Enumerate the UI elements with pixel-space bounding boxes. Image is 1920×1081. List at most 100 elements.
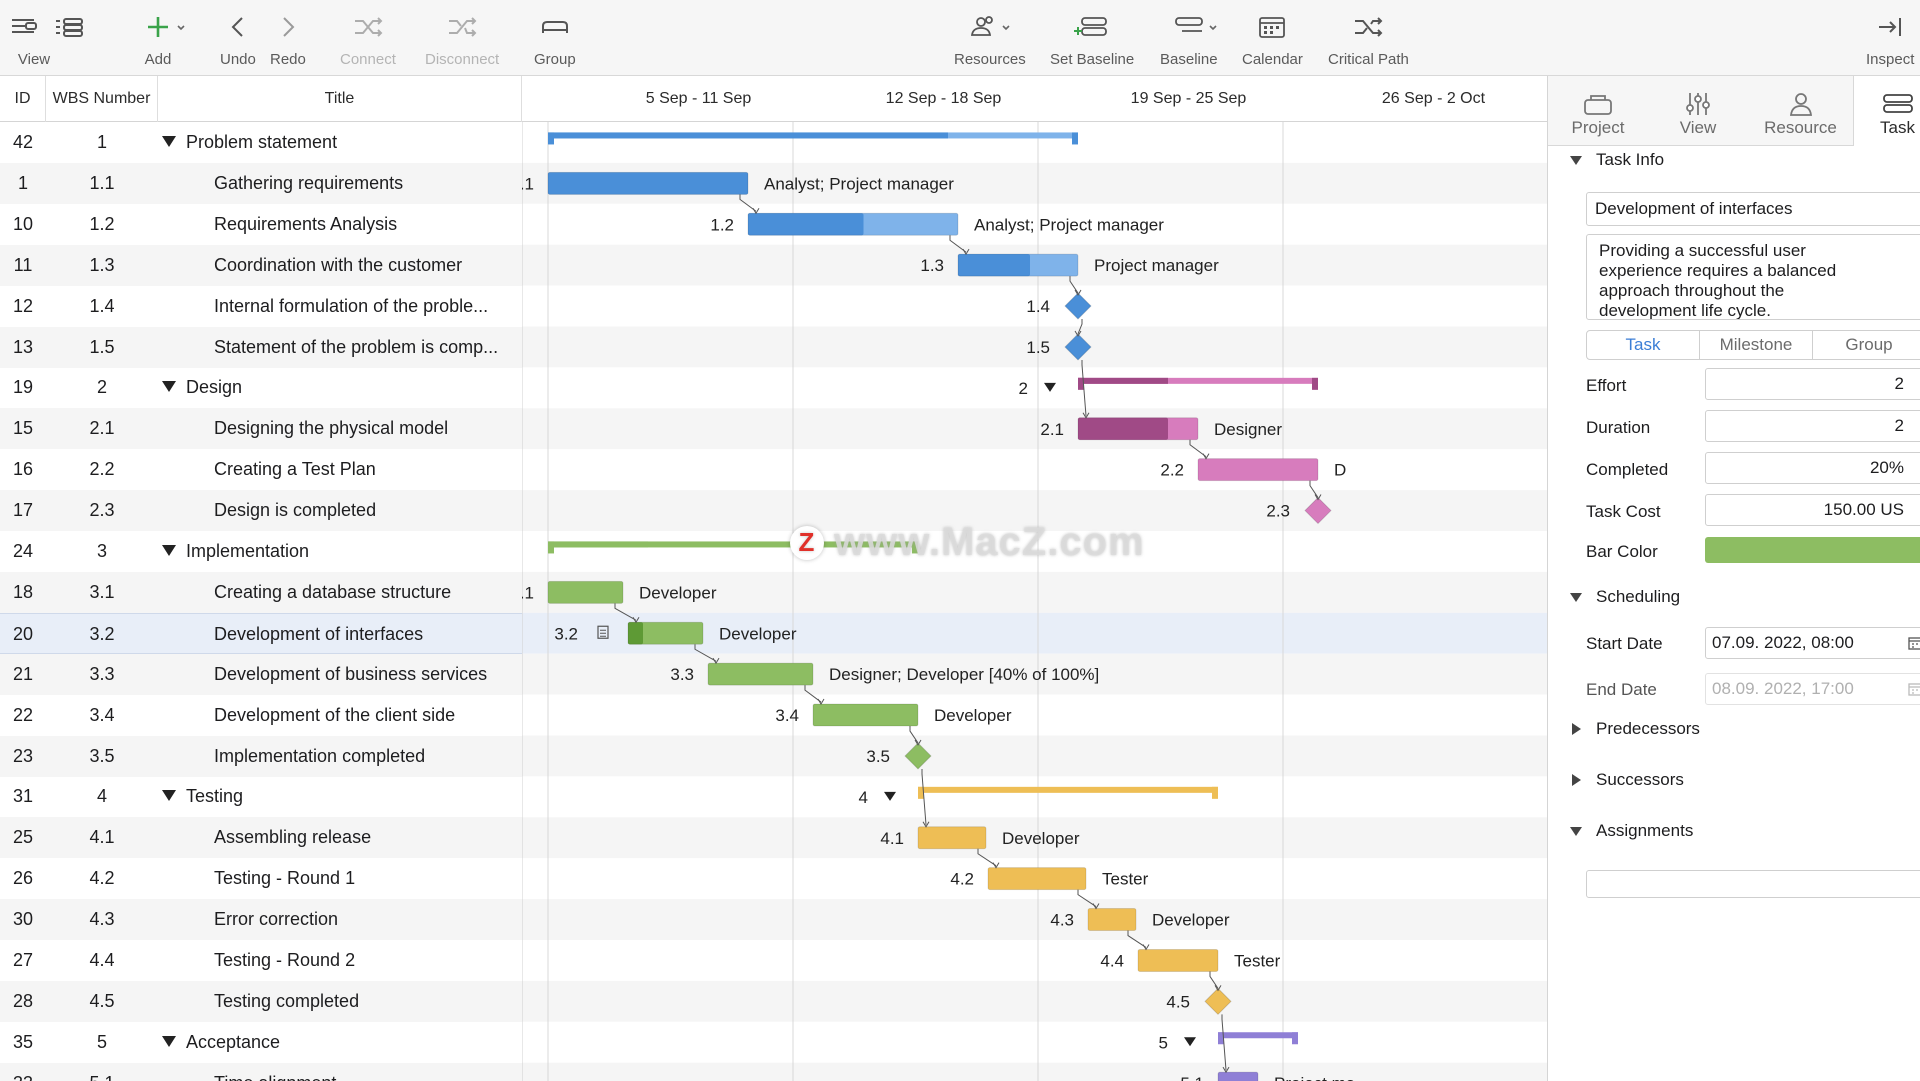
milestone-diamond[interactable]	[1064, 292, 1092, 320]
table-row[interactable]: 16 2.2 Creating a Test Plan	[0, 449, 522, 490]
segment-group[interactable]: Group	[1845, 335, 1893, 354]
collapse-triangle-icon[interactable]	[884, 791, 896, 801]
successors-section[interactable]: Successors	[1570, 770, 1684, 790]
effort-field[interactable]: 2	[1705, 368, 1920, 400]
start-date-field[interactable]: 07.09. 2022, 08:00	[1705, 627, 1920, 659]
table-row[interactable]: 10 1.2 Requirements Analysis	[0, 204, 522, 245]
baseline-button[interactable]: Baseline	[1160, 8, 1234, 68]
inspect-button[interactable]: Inspect	[1866, 8, 1914, 68]
task-bar[interactable]	[813, 704, 918, 727]
assignments-section[interactable]: Assignments	[1570, 821, 1693, 841]
column-header-id[interactable]: ID	[0, 76, 46, 122]
note-icon-lines	[600, 629, 606, 637]
disclosure-triangle-icon[interactable]	[162, 1035, 176, 1047]
calendar-icon[interactable]	[1908, 682, 1920, 696]
table-row[interactable]: 18 3.1 Creating a database structure	[0, 571, 522, 613]
column-header-title[interactable]: Title	[158, 76, 522, 122]
set-baseline-button[interactable]: Set Baseline	[1050, 8, 1134, 68]
table-row[interactable]: 28 4.5 Testing completed	[0, 980, 522, 1022]
scheduling-section[interactable]: Scheduling	[1570, 587, 1680, 607]
table-row[interactable]: 13 1.5 Statement of the problem is comp...	[0, 326, 522, 368]
collapse-triangle-icon[interactable]	[1184, 1037, 1196, 1047]
duration-field[interactable]: 2	[1705, 410, 1920, 442]
calendar-icon[interactable]	[1908, 636, 1920, 650]
week-label: 5 Sep - 11 Sep	[645, 90, 752, 107]
segment-task[interactable]: Task	[1587, 331, 1700, 359]
gantt-canvas[interactable]: 1.1 Analyst; Project manager 1.2 Analyst; P…	[522, 122, 1547, 1081]
task-bar[interactable]	[1138, 949, 1218, 972]
critical-path-button[interactable]: Critical Path	[1328, 8, 1409, 68]
task-notes-field[interactable]: Providing a successful user experience r…	[1586, 234, 1920, 320]
table-row[interactable]: 23 3.5 Implementation completed	[0, 735, 522, 777]
redo-button[interactable]: Redo	[270, 8, 306, 68]
task-bar[interactable]	[548, 581, 623, 604]
note-icon[interactable]	[597, 625, 609, 639]
task-bar[interactable]	[1198, 458, 1318, 481]
milestone-diamond[interactable]	[904, 742, 932, 770]
table-row[interactable]: 30 4.3 Error correction	[0, 899, 522, 941]
table-row[interactable]: 335.1 Time alignment	[0, 1062, 522, 1081]
summary-label: 5	[1159, 1033, 1168, 1052]
disconnect-button[interactable]: Disconnect	[425, 8, 499, 68]
cell-id: 15	[12, 418, 34, 439]
group-row[interactable]: 24 3 Implementation	[0, 531, 522, 572]
summary-bar[interactable]	[548, 541, 918, 548]
gantt-chart[interactable]: 1.1 Analyst; Project manager 1.2 Analyst; P…	[522, 122, 1547, 1081]
milestone-diamond[interactable]	[1064, 333, 1092, 361]
table-row[interactable]: 27 4.4 Testing - Round 2	[0, 940, 522, 981]
segment-milestone[interactable]: Milestone	[1700, 331, 1813, 359]
group-row[interactable]: 19 2 Design	[0, 367, 522, 408]
end-date-field[interactable]: 08.09. 2022, 17:00	[1705, 673, 1920, 705]
view-button[interactable]: View	[8, 8, 88, 68]
table-row[interactable]: 12 1.4 Internal formulation of the proble.…	[0, 286, 522, 327]
predecessors-section[interactable]: Predecessors	[1570, 719, 1700, 739]
table-row[interactable]: 22 3.4 Development of the client side	[0, 695, 522, 736]
disclosure-triangle-icon[interactable]	[162, 790, 176, 802]
milestone-diamond[interactable]	[1204, 987, 1232, 1016]
dependency-link	[694, 644, 717, 662]
task-bar[interactable]	[918, 826, 986, 849]
task-cost-field[interactable]: 150.00 US	[1705, 494, 1920, 526]
table-row[interactable]: 11 1.3 Coordination with the customer	[0, 244, 522, 286]
milestone-diamond[interactable]	[1304, 496, 1332, 525]
collapse-triangle-icon[interactable]	[1044, 382, 1056, 392]
task-bar-outline	[1137, 948, 1219, 972]
add-button[interactable]: Add	[142, 8, 186, 68]
summary-bar[interactable]	[918, 786, 1218, 793]
disclosure-triangle-icon[interactable]	[162, 136, 176, 147]
group-row[interactable]: 42 1 Problem statement	[0, 122, 522, 163]
tab-resource[interactable]: Resource	[1748, 76, 1853, 146]
task-name-field[interactable]: Development of interfaces	[1586, 192, 1920, 226]
table-row[interactable]: 17 2.3 Design is completed	[0, 490, 522, 532]
assignments-field[interactable]	[1586, 870, 1920, 898]
table-row[interactable]: 21 3.3 Development of business services	[0, 653, 522, 695]
group-row[interactable]: 31 4 Testing	[0, 776, 522, 817]
table-row[interactable]: 20 3.2 Development of interfaces	[0, 612, 522, 654]
task-bar[interactable]	[988, 867, 1086, 890]
task-bar[interactable]	[1088, 908, 1136, 931]
tab-task[interactable]: Task	[1853, 76, 1920, 146]
group-button[interactable]: Group	[534, 8, 576, 68]
disclosure-triangle-icon[interactable]	[162, 381, 176, 393]
summary-bar[interactable]	[1218, 1032, 1298, 1039]
column-header-wbs[interactable]: WBS Number	[46, 76, 158, 122]
completed-field[interactable]: 20%	[1705, 452, 1920, 484]
table-row[interactable]: 15 2.1 Designing the physical model	[0, 408, 522, 450]
task-info-section[interactable]: Task Info	[1570, 150, 1664, 170]
table-row[interactable]: 25 4.1 Assembling release	[0, 817, 522, 859]
disclosure-triangle-icon[interactable]	[162, 545, 176, 556]
undo-button[interactable]: Undo	[220, 8, 256, 68]
resources-button[interactable]: Resources	[954, 8, 1026, 68]
table-row[interactable]: 1 1.1 Gathering requirements	[0, 162, 522, 204]
task-bar[interactable]	[1218, 1072, 1258, 1081]
task-bar[interactable]	[628, 622, 703, 645]
summary-bar[interactable]	[1078, 377, 1318, 384]
group-row[interactable]: 35 5 Acceptance	[0, 1022, 522, 1063]
task-bar[interactable]	[708, 663, 813, 686]
bar-color-swatch[interactable]	[1705, 537, 1920, 563]
table-row[interactable]: 26 4.2 Testing - Round 1	[0, 858, 522, 899]
connect-button[interactable]: Connect	[340, 8, 396, 68]
tab-view[interactable]: View	[1648, 76, 1748, 146]
tab-project[interactable]: Project	[1548, 76, 1648, 146]
calendar-button[interactable]: Calendar	[1242, 8, 1303, 68]
